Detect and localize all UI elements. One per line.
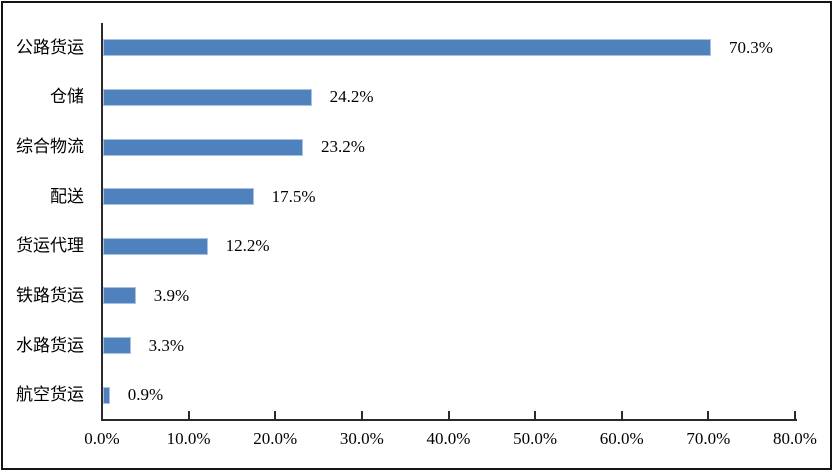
value-label: 0.9% [127,385,164,405]
x-axis-line [101,419,797,421]
bar [103,138,303,156]
x-axis-tick [707,411,710,419]
category-label: 配送 [50,186,84,206]
category-label: 货运代理 [16,236,84,256]
x-axis-tick [447,411,450,419]
x-axis-tick-label: 0.0% [84,429,120,448]
bar [103,287,136,305]
value-label: 3.3% [148,335,184,355]
category-label: 综合物流 [16,137,84,157]
x-axis-tick-label: 10.0% [166,429,211,448]
value-label: 70.3% [728,37,773,57]
x-axis-tick-label: 50.0% [513,429,558,448]
y-axis-line [101,23,103,421]
x-axis-tick-label: 40.0% [426,429,471,448]
bar [103,237,208,255]
value-label: 24.2% [329,87,374,107]
x-axis-tick [794,411,796,419]
x-axis-tick-label: 30.0% [339,429,384,448]
category-label: 水路货运 [16,335,84,355]
category-label: 铁路货运 [16,285,84,305]
bar [103,188,254,206]
x-axis-tick-label: 80.0% [773,429,817,448]
bar [103,39,711,57]
value-label: 17.5% [271,186,316,206]
x-axis-tick [620,411,623,419]
category-label: 航空货运 [16,385,84,405]
bar [103,386,110,404]
x-axis-tick [274,411,277,419]
bar [103,337,131,355]
x-axis-tick-label: 20.0% [253,429,298,448]
bar [103,88,312,106]
value-label: 12.2% [225,236,270,256]
value-label: 3.9% [153,285,190,305]
category-label: 仓储 [50,87,84,107]
value-label: 23.2% [320,137,365,157]
x-axis-tick [187,411,190,419]
x-axis-tick-label: 70.0% [686,429,731,448]
category-label: 公路货运 [16,37,84,57]
x-axis-tick [534,411,537,419]
x-axis-tick [360,411,363,419]
x-axis-tick-label: 60.0% [599,429,644,448]
